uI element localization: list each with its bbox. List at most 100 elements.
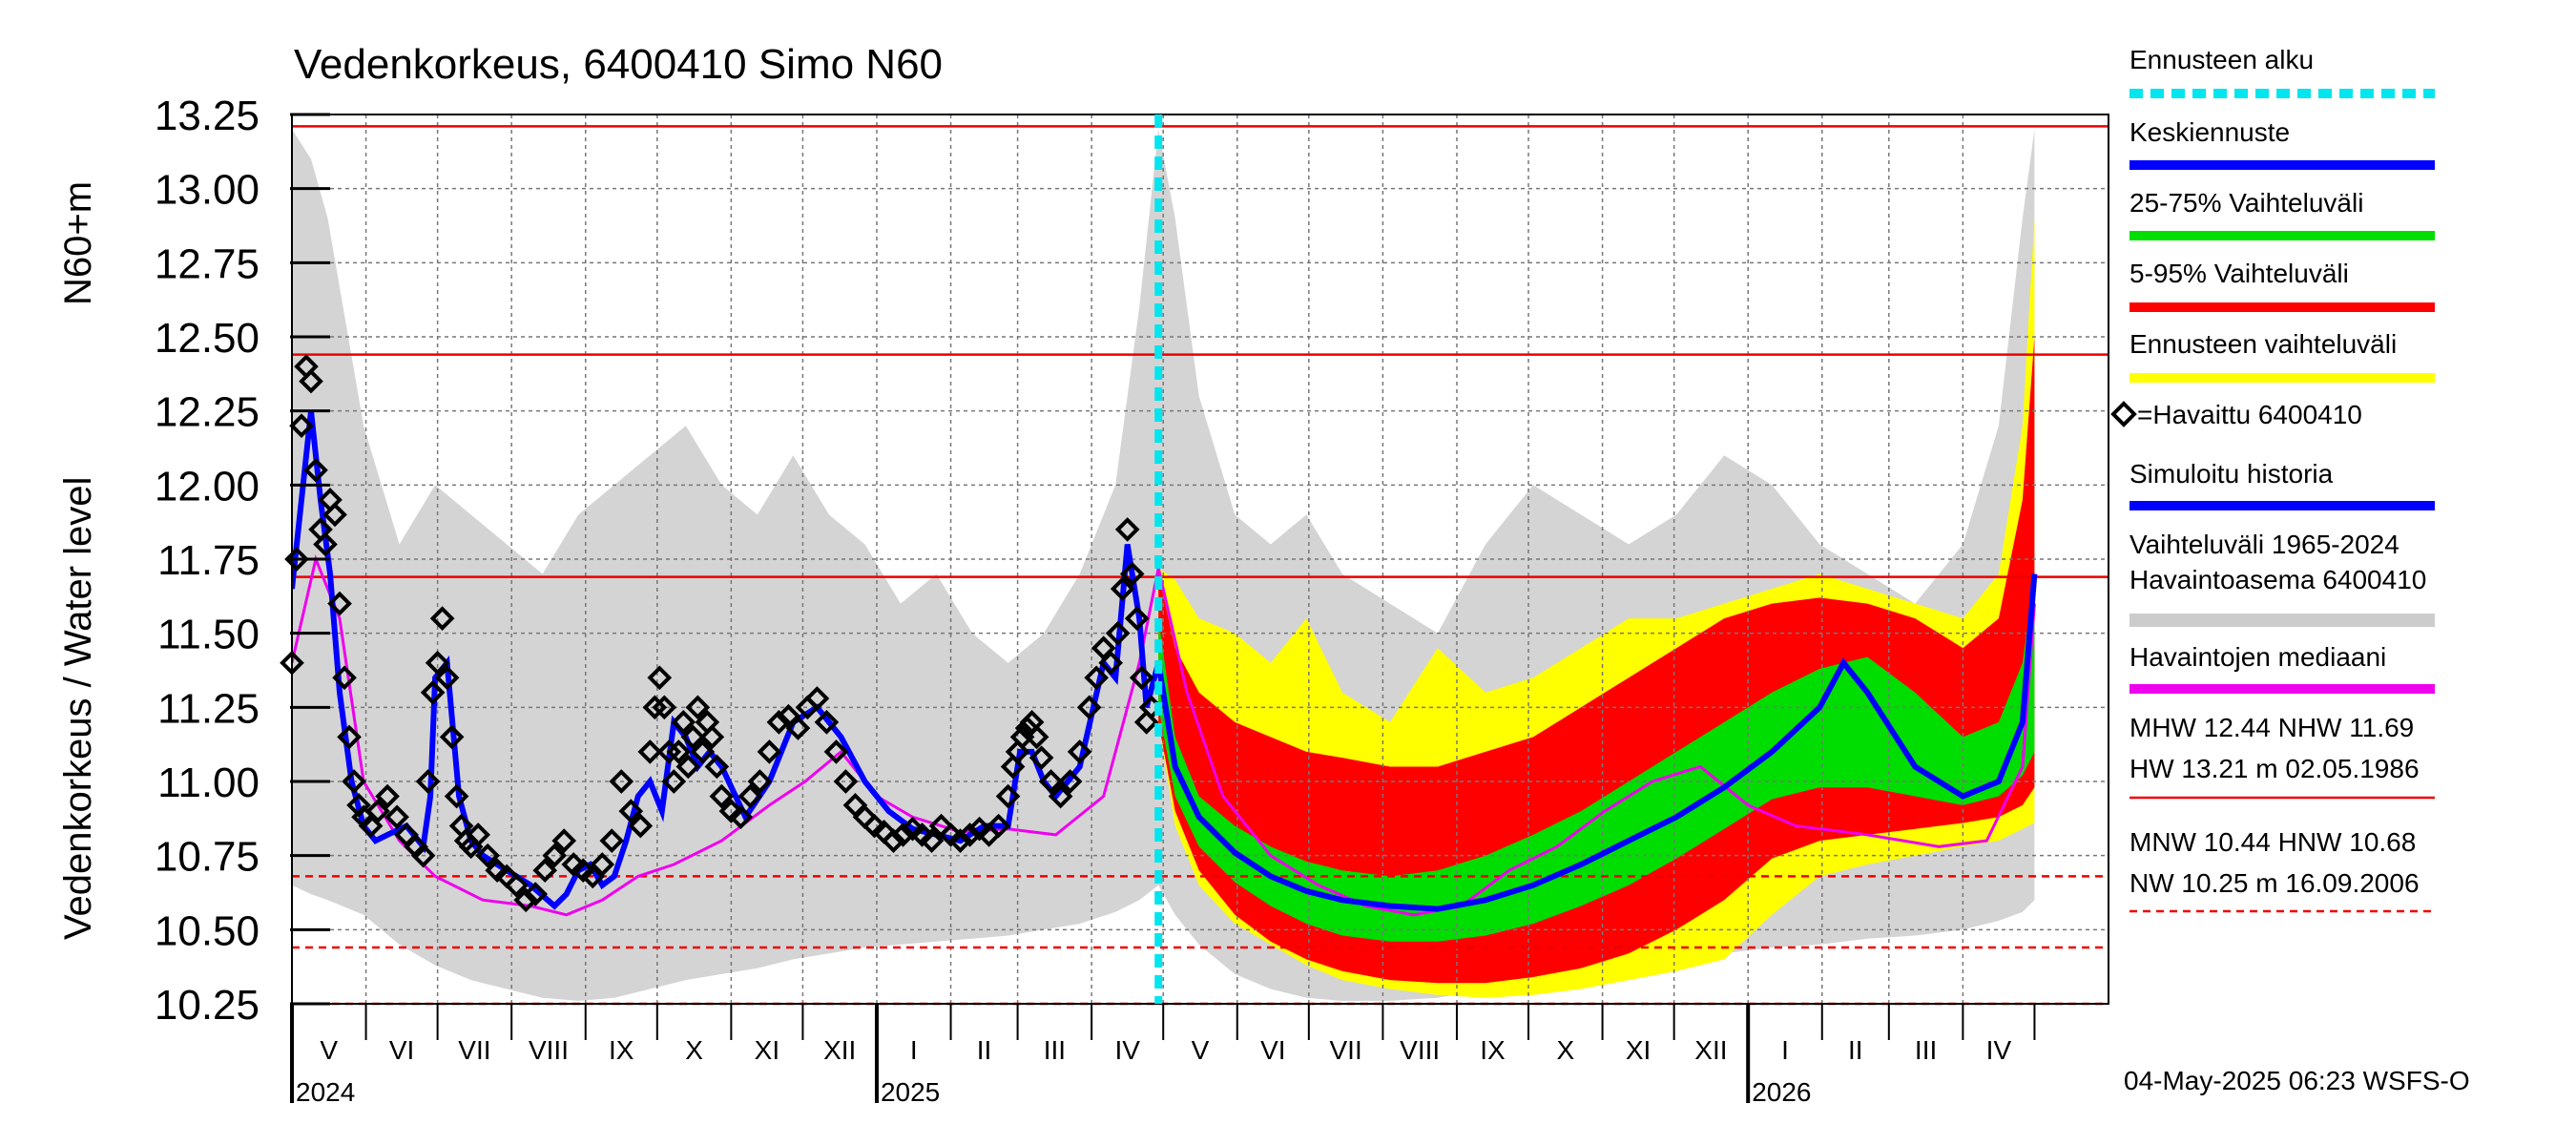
y-tick-label: 10.50 — [155, 907, 260, 954]
observed-marker — [434, 665, 460, 691]
y-tick-label: 11.00 — [157, 760, 260, 806]
month-label: I — [1781, 1035, 1789, 1065]
y-tick-label: 10.75 — [155, 834, 260, 881]
observed-marker — [332, 665, 357, 691]
observed-marker — [485, 858, 509, 884]
x-axis: V VI VII VIII IX X XI XII I II III IV V VI VII VIII IX X X… — [290, 1004, 2036, 1107]
observed-marker — [551, 828, 577, 853]
observed-marker — [1057, 769, 1083, 794]
legend-label: Ennusteen alku — [2129, 45, 2314, 74]
observed-marker — [823, 739, 849, 764]
observed-marker — [966, 816, 992, 842]
legend-stat: NW 10.25 m 16.09.2006 — [2129, 868, 2420, 898]
band-25-75 — [1158, 573, 2035, 942]
month-label: XI — [1626, 1035, 1651, 1065]
observed-marker — [415, 769, 441, 794]
observed-marker — [718, 799, 744, 823]
legend-label: Vaihteluväli 1965-2024 — [2129, 530, 2399, 559]
observed-marker — [504, 872, 530, 898]
observed-marker — [919, 828, 945, 853]
month-label: III — [1915, 1035, 1937, 1065]
observed-marker — [1067, 739, 1092, 764]
observed-marker — [1091, 635, 1116, 661]
observed-marker — [814, 710, 840, 735]
observed-marker — [862, 813, 887, 839]
month-label: II — [1848, 1035, 1863, 1065]
observed-marker — [571, 858, 596, 884]
legend-label: Keskiennuste — [2129, 117, 2290, 147]
observed-marker — [652, 695, 677, 720]
month-label: IX — [609, 1035, 634, 1065]
month-label: VIII — [1400, 1035, 1440, 1065]
observed-marker — [1084, 665, 1109, 691]
observed-marker — [666, 739, 692, 764]
month-label: XII — [1694, 1035, 1727, 1065]
legend-stat: HW 13.21 m 02.05.1986 — [2129, 754, 2420, 783]
observed-marker — [384, 804, 409, 830]
chart-title: Vedenkorkeus, 6400410 Simo N60 — [294, 41, 943, 88]
legend-stat: MHW 12.44 NHW 11.69 — [2129, 713, 2414, 742]
month-label: VII — [1330, 1035, 1362, 1065]
observed-marker — [690, 739, 716, 764]
observed-marker — [1133, 710, 1159, 735]
observed-marker — [342, 769, 366, 794]
observed-marker — [785, 716, 811, 740]
observed-marker — [429, 606, 455, 631]
observed-marker — [680, 724, 706, 750]
legend-label: Havaintoasema 6400410 — [2129, 565, 2426, 594]
observed-marker — [358, 813, 384, 839]
legend-label: Havaintojen mediaani — [2129, 642, 2386, 672]
observed-marker — [618, 799, 644, 823]
observed-marker — [947, 828, 973, 853]
y-tick-label: 11.75 — [157, 537, 260, 584]
observed-marker — [599, 828, 625, 853]
observed-marker — [957, 822, 983, 847]
y-axis-label: Vedenkorkeus / Water level — [57, 477, 99, 940]
observed-marker — [1098, 650, 1124, 676]
observed-marker — [881, 828, 906, 853]
observed-marker — [675, 754, 701, 780]
observed-marker — [1110, 576, 1135, 601]
band-5-95 — [1158, 337, 2035, 984]
observed-marker — [1124, 606, 1150, 631]
observed-marker — [699, 724, 725, 750]
observed-marker — [737, 783, 763, 809]
observed-marker — [685, 695, 711, 720]
observed-marker — [609, 769, 634, 794]
observed-marker — [284, 547, 309, 572]
y-axis: 10.25 10.50 10.75 11.00 11.25 11.50 11.75 12.00… — [155, 93, 330, 1029]
observed-marker — [299, 368, 323, 394]
year-label: 2024 — [296, 1077, 355, 1107]
y-tick-label: 12.75 — [155, 240, 260, 287]
observed-marker — [766, 710, 792, 735]
y-tick-label: 11.50 — [157, 612, 260, 658]
observed-marker — [532, 858, 558, 884]
y-tick-label: 10.25 — [155, 982, 260, 1029]
observed-marker — [1114, 517, 1140, 542]
observed-markers — [280, 354, 1164, 913]
y-tick-label: 12.00 — [155, 463, 260, 510]
legend-stat: MNW 10.44 HNW 10.68 — [2129, 827, 2416, 857]
observed-marker — [439, 724, 465, 750]
legend-label: =Havaittu 6400410 — [2137, 400, 2362, 429]
observed-marker — [590, 852, 615, 877]
observed-marker — [986, 813, 1011, 839]
observed-marker — [513, 887, 539, 913]
month-label: V — [320, 1035, 338, 1065]
observed-marker — [327, 591, 352, 616]
observed-marker — [289, 413, 314, 439]
observed-marker — [425, 650, 450, 676]
month-label: II — [977, 1035, 992, 1065]
observed-marker — [313, 531, 338, 557]
observed-marker — [938, 822, 964, 847]
legend-observed-marker — [2110, 401, 2137, 427]
observed-marker — [628, 813, 654, 839]
observed-marker — [757, 739, 782, 764]
legend-label: Simuloitu historia — [2129, 459, 2334, 489]
year-label: 2025 — [881, 1077, 940, 1107]
observed-marker — [523, 882, 549, 906]
observed-marker — [322, 502, 347, 528]
legend-label: 25-75% Vaihteluväli — [2129, 188, 2363, 218]
observed-marker — [444, 783, 469, 809]
